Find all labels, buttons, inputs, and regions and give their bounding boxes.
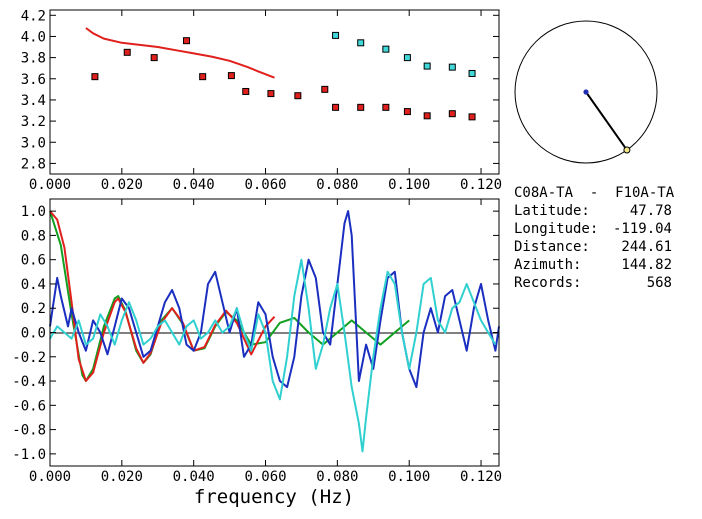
y-tick-label: 0.8 (21, 228, 46, 244)
y-tick-label: 0.4 (21, 277, 46, 293)
y-tick-label: -0.4 (12, 374, 46, 390)
y-tick-label: -0.2 (12, 350, 46, 366)
x-tick-label: 0.120 (460, 469, 502, 485)
dispersion-data-point (227, 72, 235, 80)
info-row-distance: Distance: 244.61 (514, 238, 700, 256)
dispersion-data-point (468, 69, 476, 77)
x-tick-label: 0.080 (316, 177, 358, 193)
dispersion-data-point (357, 39, 365, 47)
dispersion-data-point (321, 85, 329, 93)
x-tick-label: 0.040 (173, 177, 215, 193)
dial-center-dot (583, 89, 589, 95)
dispersion-data-point (423, 112, 431, 120)
dispersion-data-point (423, 62, 431, 70)
info-value: 47.78 (629, 203, 672, 219)
x-tick-label: 0.060 (244, 469, 286, 485)
dispersion-data-point (267, 90, 275, 98)
azimuth-needle (585, 91, 628, 151)
dispersion-data-point (448, 110, 456, 118)
azimuth-circle (514, 20, 658, 164)
dispersion-data-point (150, 54, 158, 62)
dispersion-series-line-2 (85, 27, 275, 79)
correlation-series-line-1 (49, 210, 276, 382)
info-label: Distance: (514, 239, 590, 255)
y-tick-label: 0.6 (21, 253, 46, 269)
y-tick-label: -0.8 (12, 423, 46, 439)
x-tick-label: 0.000 (29, 177, 71, 193)
x-tick-label: 0.060 (244, 177, 286, 193)
dispersion-data-point (332, 103, 340, 111)
info-row-longitude: Longitude: -119.04 (514, 220, 700, 238)
info-row-azimuth: Azimuth: 144.82 (514, 256, 700, 274)
info-value: 568 (646, 275, 672, 291)
azimuth-dial (514, 20, 658, 164)
x-tick-label: 0.100 (388, 469, 430, 485)
info-label: Azimuth: (514, 257, 582, 273)
station-pair: C08A-TA - F10A-TA (514, 185, 675, 201)
y-tick-label: 1.0 (21, 204, 46, 220)
y-tick-label: 0.0 (21, 326, 46, 342)
x-tick-label: 0.100 (388, 177, 430, 193)
y-tick-label: 3.4 (21, 93, 46, 109)
dispersion-data-point (294, 92, 302, 100)
y-tick-label: 3.6 (21, 72, 46, 88)
dispersion-data-point (123, 48, 131, 56)
info-label: Longitude: (514, 221, 599, 237)
y-tick-label: 3.0 (21, 135, 46, 151)
info-value: -119.04 (612, 221, 672, 237)
station-info-panel: C08A-TA - F10A-TA Latitude: 47.78 Longitu… (514, 184, 700, 292)
y-tick-label: 4.0 (21, 29, 46, 45)
y-tick-label: 2.8 (21, 156, 46, 172)
x-tick-label: 0.080 (316, 469, 358, 485)
dispersion-data-point (91, 73, 99, 81)
info-value: 144.82 (621, 257, 672, 273)
x-tick-label: 0.020 (101, 177, 143, 193)
dispersion-data-point (199, 73, 207, 81)
y-tick-label: -0.6 (12, 398, 46, 414)
dispersion-data-point (182, 37, 190, 45)
y-tick-label: 3.8 (21, 51, 46, 67)
y-tick-label: 3.2 (21, 114, 46, 130)
x-tick-label: 0.120 (460, 177, 502, 193)
y-tick-label: 4.2 (21, 8, 46, 24)
info-row-records: Records: 568 (514, 274, 700, 292)
dispersion-data-point (448, 63, 456, 71)
dispersion-data-point (468, 113, 476, 121)
dispersion-data-point (332, 31, 340, 39)
x-tick-label: 0.020 (101, 469, 143, 485)
dispersion-plot-frame (49, 9, 500, 175)
x-tick-label: 0.040 (173, 469, 215, 485)
x-axis-label: frequency (Hz) (194, 486, 354, 508)
dispersion-data-point (403, 54, 411, 62)
correlation-series-line-2 (49, 210, 500, 389)
dispersion-data-point (357, 103, 365, 111)
info-label: Records: (514, 275, 582, 291)
dial-end-marker (623, 146, 631, 154)
dispersion-data-point (382, 45, 390, 53)
correlation-series-line-3 (49, 258, 497, 453)
dispersion-data-point (403, 108, 411, 116)
dispersion-data-point (382, 103, 390, 111)
correlation-plot: 0.000 0.020 0.040 0.060 0.080 0.100 0.120 -1.0 -… (12, 198, 502, 508)
info-label: Latitude: (514, 203, 590, 219)
info-value: 244.61 (621, 239, 672, 255)
y-tick-label: -1.0 (12, 447, 46, 463)
dispersion-data-point (242, 87, 250, 95)
y-tick-label: 0.2 (21, 301, 46, 317)
x-tick-label: 0.000 (29, 469, 71, 485)
dispersion-plot: 0.000 0.020 0.040 0.060 0.080 0.100 0.120 2.8 3.… (21, 8, 502, 193)
info-row-latitude: Latitude: 47.78 (514, 202, 700, 220)
